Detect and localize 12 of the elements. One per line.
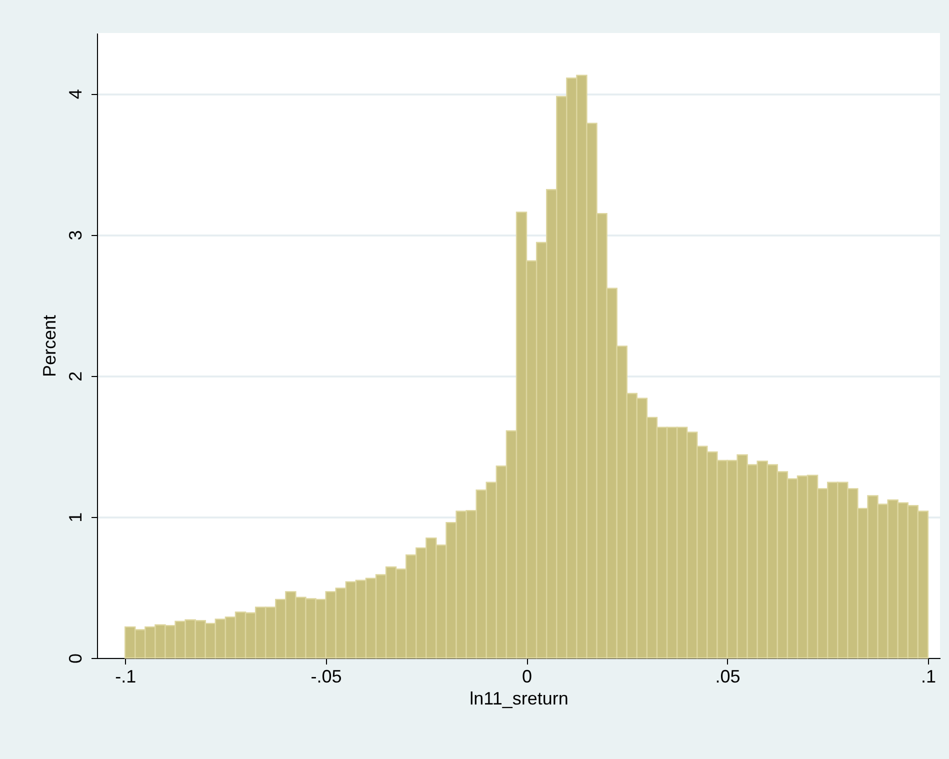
x-axis-title: ln11_sreturn	[470, 688, 568, 708]
y-tick-label: 2	[66, 371, 86, 382]
y-tick-label: 3	[66, 230, 86, 240]
y-tick-label: 1	[66, 512, 86, 522]
x-tick-label: .1	[920, 666, 936, 686]
y-tick-label: 4	[66, 89, 86, 100]
x-tick-label: 0	[522, 666, 532, 686]
x-tick-label: .05	[715, 666, 740, 686]
x-tick-label: -.1	[115, 666, 136, 686]
y-tick-label: 0	[66, 653, 86, 664]
y-axis-title: Percent	[40, 314, 60, 378]
x-tick-label: -.05	[310, 666, 342, 686]
